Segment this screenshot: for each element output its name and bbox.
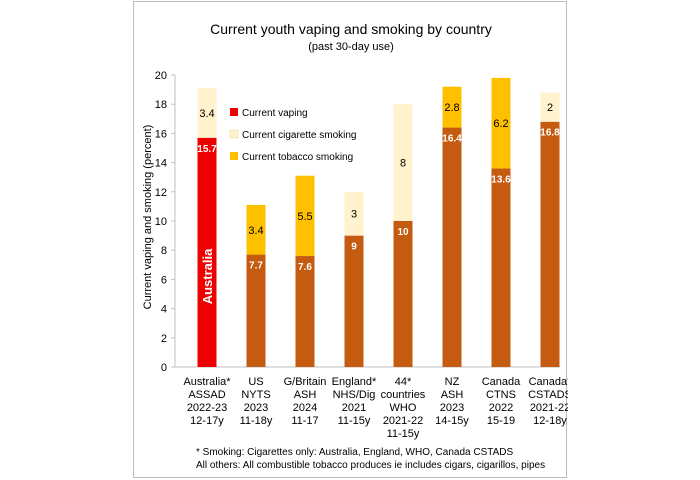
data-label-vaping: 13.6 <box>491 174 511 185</box>
data-label-smoking: 8 <box>400 158 406 170</box>
y-tick-label: 0 <box>161 362 167 374</box>
x-category-label: 11-15y <box>338 415 371 427</box>
y-tick-label: 12 <box>155 187 167 199</box>
bar-vaping <box>197 137 217 367</box>
x-category-label: 2021-22 <box>383 415 423 427</box>
x-category-label: NHS/Dig <box>333 389 376 401</box>
data-label-smoking: 5.5 <box>297 211 312 223</box>
data-label-smoking: 3.4 <box>199 108 214 120</box>
bar-smoking <box>344 191 364 236</box>
data-label-smoking: 2 <box>547 102 553 114</box>
x-category-label: 2023 <box>440 402 464 414</box>
x-category-label: England* <box>332 376 377 388</box>
stacked-bar-chart: Current youth vaping and smoking by coun… <box>142 21 568 440</box>
bar-vaping <box>393 221 413 367</box>
bar-smoking <box>442 86 462 128</box>
x-category-label: ASSAD <box>188 389 225 401</box>
x-category-label: 12-17y <box>190 415 224 427</box>
y-tick-label: 16 <box>155 128 167 140</box>
x-category-label: 2023 <box>244 402 268 414</box>
x-category-label: US <box>248 376 263 388</box>
x-category-label: 14-15y <box>435 415 469 427</box>
x-category-label: 11-18y <box>240 415 273 427</box>
legend-swatch <box>230 108 238 116</box>
bar-annotation-australia: Australia <box>200 248 215 304</box>
x-category-label: Australia* <box>183 376 231 388</box>
y-tick-label: 14 <box>155 158 167 170</box>
bar-vaping <box>491 168 511 367</box>
x-category-label: 2021-22 <box>530 402 568 414</box>
x-category-label: 12-18y <box>533 415 567 427</box>
x-category-label: countries <box>381 389 426 401</box>
y-tick-label: 10 <box>155 216 167 228</box>
x-category-label: CSTADS <box>528 389 568 401</box>
data-label-vaping: 7.6 <box>298 262 312 273</box>
x-category-label: 2024 <box>293 402 317 414</box>
x-category-label: 11-17 <box>291 415 318 427</box>
bar-vaping <box>246 254 266 367</box>
data-label-smoking: 6.2 <box>493 118 508 130</box>
data-label-vaping: 10 <box>397 227 409 238</box>
x-category-label: Canada <box>482 376 521 388</box>
x-category-label: NZ <box>445 376 460 388</box>
legend-label: Current vaping <box>242 108 308 119</box>
bar-vaping <box>295 256 315 367</box>
data-label-vaping: 16.8 <box>540 128 560 139</box>
y-axis-label: Current vaping and smoking (percent) <box>142 125 154 310</box>
y-tick-label: 8 <box>161 245 167 257</box>
legend-swatch <box>229 129 239 139</box>
data-label-smoking: 3 <box>351 209 357 221</box>
bar-smoking <box>197 88 217 138</box>
x-category-label: 2022-23 <box>187 402 227 414</box>
x-category-label: 15-19 <box>487 415 515 427</box>
y-tick-label: 18 <box>155 99 167 111</box>
chart-subtitle: (past 30-day use) <box>308 41 394 53</box>
bar-smoking <box>393 104 413 221</box>
data-label-vaping: 15.7 <box>197 144 217 155</box>
data-label-vaping: 9 <box>351 242 357 253</box>
x-category-label: 44* <box>395 376 412 388</box>
bar-smoking <box>246 204 266 255</box>
x-category-label: 2022 <box>489 402 513 414</box>
x-category-label: Canada* <box>529 376 568 388</box>
y-tick-label: 4 <box>161 304 167 316</box>
data-label-smoking: 3.4 <box>248 225 263 237</box>
y-tick-label: 2 <box>161 333 167 345</box>
footnote-smoking-definition: * Smoking: Cigarettes only: Australia, E… <box>196 447 514 458</box>
bar-smoking <box>540 92 560 122</box>
x-category-label: G/Britain <box>284 376 327 388</box>
data-label-vaping: 16.4 <box>442 134 462 145</box>
bar-smoking <box>491 77 511 169</box>
bar-smoking <box>295 175 315 257</box>
y-tick-label: 20 <box>155 70 167 82</box>
bar-vaping <box>344 235 364 367</box>
x-category-label: CTNS <box>486 389 516 401</box>
footnote-tobacco-definition: All others: All combustible tobacco prod… <box>196 460 546 471</box>
chart-frame: Current youth vaping and smoking by coun… <box>133 1 568 478</box>
bar-vaping <box>540 121 560 367</box>
legend-swatch <box>230 152 238 160</box>
x-category-label: ASH <box>294 389 317 401</box>
x-category-label: NYTS <box>241 389 270 401</box>
chart-title: Current youth vaping and smoking by coun… <box>210 21 492 37</box>
y-tick-label: 6 <box>161 274 167 286</box>
data-label-vaping: 7.7 <box>249 261 263 272</box>
x-category-label: 11-15y <box>387 428 420 440</box>
bar-vaping <box>442 127 462 367</box>
legend-label: Current tobacco smoking <box>242 152 353 163</box>
x-category-label: 2021 <box>342 402 366 414</box>
x-category-label: ASH <box>441 389 464 401</box>
legend-label: Current cigarette smoking <box>242 130 357 141</box>
data-label-smoking: 2.8 <box>444 102 459 114</box>
x-category-label: WHO <box>390 402 417 414</box>
